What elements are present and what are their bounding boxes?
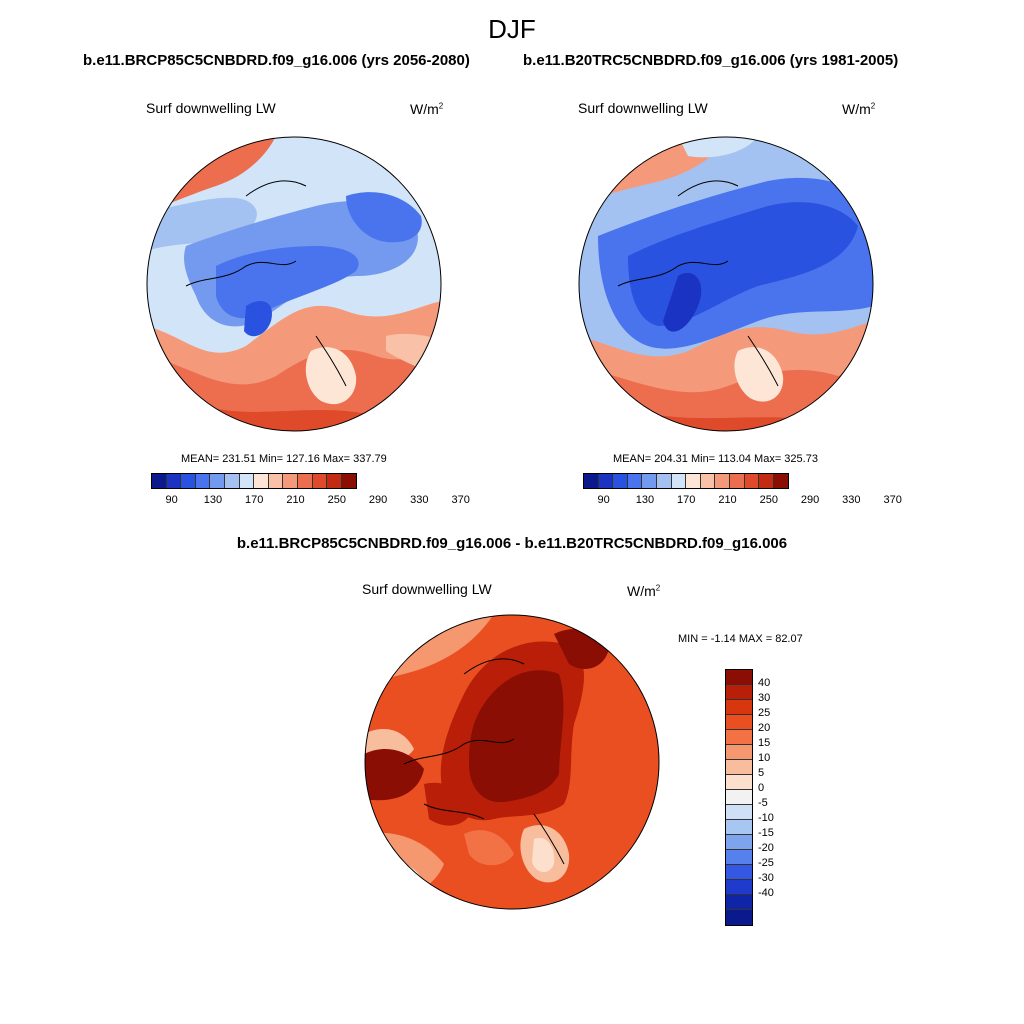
right-colorbar-tick-label: 330 [842, 494, 861, 506]
diff-colorbar-tick-label: -20 [758, 842, 774, 854]
right-colorbar-swatch [729, 474, 745, 488]
right-colorbar-tick-label: 210 [718, 494, 737, 506]
left-colorbar-swatch [181, 474, 196, 488]
left-polar-map [146, 136, 442, 432]
diff-colorbar-tick-label: -5 [758, 797, 768, 809]
diff-stats: MIN = -1.14 MAX = 82.07 [678, 633, 803, 645]
left-colorbar-swatch [283, 474, 298, 488]
left-colorbar-swatch [341, 474, 357, 488]
left-colorbar-tick-label: 90 [165, 494, 178, 506]
left-colorbar-swatch [297, 474, 313, 488]
right-panel-title: b.e11.B20TRC5CNBDRD.f09_g16.006 (yrs 198… [523, 52, 899, 69]
right-colorbar-tick-label: 170 [677, 494, 696, 506]
right-polar-map [578, 136, 874, 432]
left-variable-label: Surf downwelling LW [146, 100, 276, 116]
left-colorbar-swatch [327, 474, 342, 488]
diff-colorbar-swatch [726, 820, 752, 835]
diff-colorbar-swatch [726, 880, 752, 895]
right-colorbar-tick-label: 130 [635, 494, 655, 506]
diff-colorbar-swatch [726, 775, 752, 790]
right-colorbar-tick-label: 370 [883, 494, 902, 506]
left-colorbar-tick-label: 170 [245, 494, 264, 506]
left-stats: MEAN= 231.51 Min= 127.16 Max= 337.79 [181, 453, 387, 465]
diff-colorbar-swatch [726, 760, 752, 775]
left-colorbar-tick-label: 290 [368, 494, 388, 506]
right-colorbar-tick-label: 90 [597, 494, 610, 506]
diff-colorbar-tick-label: -30 [758, 872, 774, 884]
diff-colorbar-swatch [726, 685, 752, 700]
right-colorbar-swatch [700, 474, 716, 488]
right-colorbar-swatch [584, 474, 599, 488]
left-colorbar-swatch [152, 474, 167, 488]
left-colorbar-tick-label: 370 [451, 494, 470, 506]
right-colorbar-swatch [671, 474, 687, 488]
right-colorbar-swatch [686, 474, 701, 488]
diff-colorbar-tick-label: -10 [758, 812, 774, 824]
season-title: DJF [488, 14, 536, 44]
diff-colorbar-swatch [726, 700, 752, 715]
right-colorbar-swatch [744, 474, 760, 488]
right-colorbar-tick-label: 290 [800, 494, 820, 506]
diff-colorbar-tick-label: 0 [758, 782, 765, 794]
right-colorbar-swatch [773, 474, 789, 488]
right-stats: MEAN= 204.31 Min= 113.04 Max= 325.73 [613, 453, 818, 465]
diff-variable-label: Surf downwelling LW [362, 581, 492, 597]
diff-colorbar-tick-label: 30 [758, 692, 771, 704]
left-colorbar-swatch [312, 474, 328, 488]
right-colorbar-swatch [715, 474, 730, 488]
diff-units-label: W/m2 [627, 583, 661, 599]
left-colorbar-swatch [166, 474, 182, 488]
right-colorbar-swatch [759, 474, 774, 488]
right-colorbar-tick-label: 250 [759, 494, 778, 506]
left-colorbar-swatch [268, 474, 284, 488]
diff-colorbar-swatch [726, 730, 752, 745]
right-colorbar-swatch [613, 474, 628, 488]
left-panel-title: b.e11.BRCP85C5CNBDRD.f09_g16.006 (yrs 20… [83, 52, 470, 69]
diff-colorbar [725, 669, 753, 926]
diff-colorbar-swatch [726, 865, 752, 880]
diff-colorbar-swatch [726, 745, 752, 760]
diff-polar-map [364, 614, 660, 910]
diff-colorbar-tick-label: 10 [758, 752, 771, 764]
diff-colorbar-swatch [726, 790, 752, 805]
left-colorbar-swatch [195, 474, 211, 488]
diff-colorbar-swatch [726, 670, 752, 685]
right-colorbar-swatch [598, 474, 614, 488]
diff-colorbar-swatch [726, 805, 752, 820]
left-colorbar-tick-label: 330 [410, 494, 429, 506]
right-variable-label: Surf downwelling LW [578, 100, 708, 116]
diff-colorbar-swatch [726, 835, 752, 850]
diff-colorbar-swatch [726, 715, 752, 730]
right-colorbar-swatch [656, 474, 672, 488]
left-colorbar-swatch [239, 474, 255, 488]
right-colorbar-swatch [642, 474, 657, 488]
left-colorbar-tick-label: 250 [327, 494, 346, 506]
diff-colorbar-swatch [726, 910, 752, 925]
left-colorbar-tick-label: 130 [203, 494, 223, 506]
diff-colorbar-tick-label: 25 [758, 707, 771, 719]
right-units-label: W/m2 [842, 101, 876, 117]
diff-colorbar-tick-label: 5 [758, 767, 765, 779]
diff-colorbar-tick-label: -25 [758, 857, 774, 869]
left-colorbar-swatch [224, 474, 240, 488]
diff-colorbar-swatch [726, 850, 752, 865]
diff-colorbar-tick-label: 20 [758, 722, 771, 734]
diff-colorbar-tick-label: -15 [758, 827, 774, 839]
left-colorbar [151, 473, 358, 489]
left-units-label: W/m2 [410, 101, 444, 117]
left-colorbar-tick-label: 210 [286, 494, 305, 506]
right-colorbar [583, 473, 790, 489]
diff-colorbar-tick-label: -40 [758, 887, 774, 899]
right-colorbar-swatch [627, 474, 643, 488]
diff-colorbar-tick-label: 15 [758, 737, 771, 749]
diff-panel-title: b.e11.BRCP85C5CNBDRD.f09_g16.006 - b.e11… [236, 535, 788, 552]
diff-colorbar-swatch [726, 895, 752, 910]
left-colorbar-swatch [254, 474, 269, 488]
left-colorbar-swatch [210, 474, 225, 488]
diff-colorbar-tick-label: 40 [758, 677, 771, 689]
